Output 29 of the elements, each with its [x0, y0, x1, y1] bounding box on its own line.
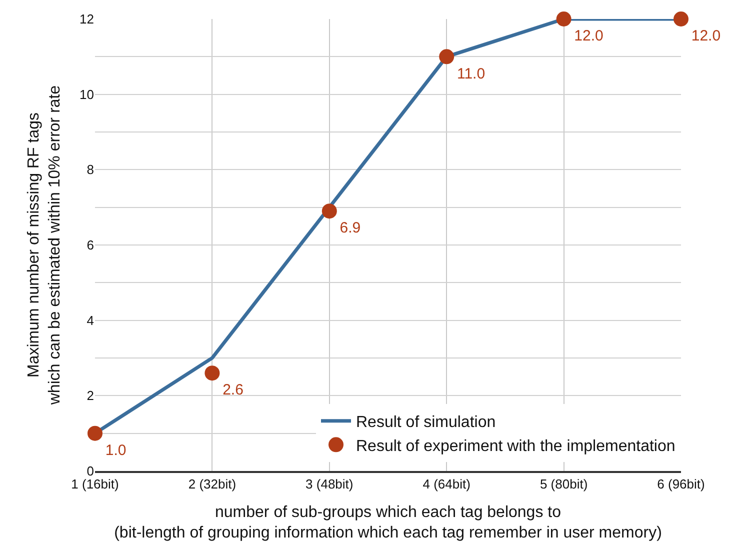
point [322, 204, 337, 219]
data-label: 1.0 [105, 442, 126, 459]
point [556, 12, 572, 26]
point [88, 426, 102, 441]
x-tick-label: 4 (64bit) [422, 476, 470, 492]
data-label: 2.6 [222, 382, 244, 399]
data-label: 11.0 [456, 65, 486, 82]
x-axis-title: number of sub-groups which each tag belongs to (bit-length of grouping information which each tag remember in user memory) [114, 504, 662, 542]
x-tick-label: 5 (80bit) [540, 476, 588, 492]
point [674, 12, 688, 26]
point [439, 49, 454, 64]
y-tick-label: 10 [80, 86, 94, 102]
data-label: 12.0 [574, 28, 604, 45]
y-tick-label: 6 [86, 238, 94, 253]
x-tick-label: 1 (16bit) [71, 476, 119, 492]
y-tick-label: 8 [86, 162, 94, 178]
data-label: 12.0 [691, 28, 721, 45]
y-tick-label: 4 [86, 312, 94, 328]
y-tick-label: 12 [80, 12, 94, 27]
point [204, 366, 220, 381]
legend-label: Result of simulation [356, 414, 496, 432]
y-tick-label: 0 [86, 464, 94, 479]
x-tick-label: 3 (48bit) [306, 476, 354, 492]
y-tick-label: 2 [86, 388, 94, 404]
legend-label: Result of experiment with the implementation [356, 438, 676, 455]
x-tick-label: 2 (32bit) [188, 476, 236, 492]
y-axis-title: Maximum number of missing RF tags which can be estimated within 10% error rate [26, 85, 64, 406]
x-tick-label: 6 (96bit) [657, 476, 705, 492]
data-label: 6.9 [340, 220, 361, 237]
